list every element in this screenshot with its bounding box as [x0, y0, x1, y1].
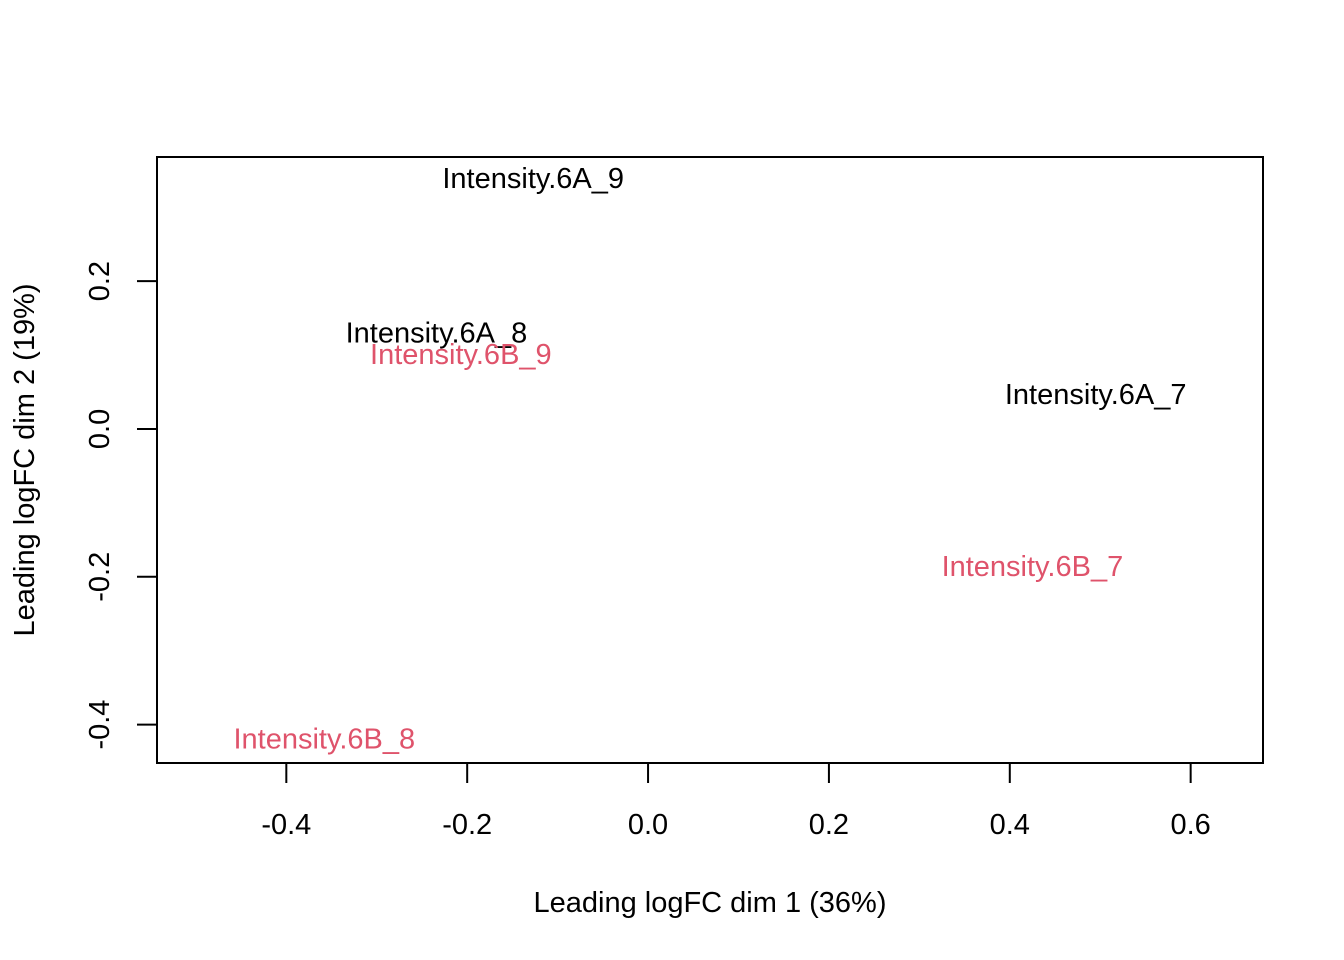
point-labels: Intensity.6A_9Intensity.6A_8Intensity.6B… [233, 163, 1186, 755]
x-axis-title: Leading logFC dim 1 (36%) [533, 887, 886, 919]
x-axis: -0.4 -0.2 0.0 0.2 0.4 0.6 [261, 762, 1211, 841]
y-axis-title: Leading logFC dim 2 (19%) [9, 283, 41, 636]
x-tick-label: 0.0 [628, 809, 668, 841]
plot-frame [156, 156, 1264, 764]
point-label: Intensity.6B_8 [233, 723, 415, 755]
y-tick-label: 0.2 [84, 261, 116, 301]
x-tick-label: -0.2 [442, 809, 492, 841]
point-label: Intensity.6B_9 [370, 339, 552, 371]
y-axis: -0.4 -0.2 0.0 0.2 [84, 261, 158, 750]
x-tick-label: -0.4 [261, 809, 311, 841]
y-tick-label: 0.0 [84, 409, 116, 449]
x-tick-label: 0.2 [809, 809, 849, 841]
y-tick-label: -0.2 [84, 552, 116, 602]
point-label: Intensity.6A_9 [442, 163, 624, 195]
point-label: Intensity.6A_8 [346, 318, 528, 350]
x-tick-label: 0.6 [1170, 809, 1210, 841]
point-label: Intensity.6B_7 [942, 551, 1124, 583]
point-label: Intensity.6A_7 [1005, 379, 1187, 411]
y-tick-label: -0.4 [84, 700, 116, 750]
x-tick-label: 0.4 [990, 809, 1030, 841]
